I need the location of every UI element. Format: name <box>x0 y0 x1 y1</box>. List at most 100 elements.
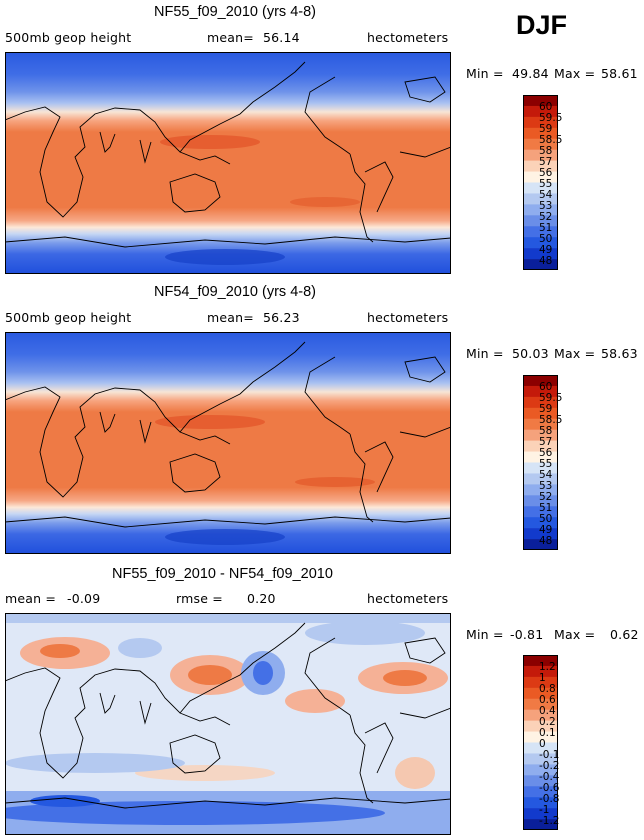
panel1-colorbar-label: 58 <box>539 145 553 157</box>
panel1-heatmap <box>5 52 451 274</box>
panel3-colorbar-swatch <box>523 742 558 754</box>
panel1-colorbar-swatch <box>523 237 558 249</box>
panel2-colorbar-label: 55 <box>539 458 553 470</box>
panel1-colorbar-swatch <box>523 215 558 227</box>
panel1-colorbar-swatch <box>523 171 558 183</box>
panel3-colorbar-swatch <box>523 720 558 732</box>
panel2-mean-value: 56.23 <box>263 310 300 325</box>
panel1-colorbar-label: 49 <box>539 244 553 256</box>
panel3-colorbar-label: 0.6 <box>539 694 556 706</box>
panel3-rmse-value: 0.20 <box>247 591 276 606</box>
panel2-colorbar-label: 58 <box>539 425 553 437</box>
panel2-colorbar-swatch <box>523 528 558 540</box>
panel2-mean-label: mean= <box>207 310 254 325</box>
panel2-coastlines <box>5 341 451 528</box>
panel3-colorbar-swatch <box>523 786 558 798</box>
panel1-max-label: Max = <box>554 66 596 81</box>
panel2-colorbar-swatch <box>523 396 558 409</box>
panel3-anomaly <box>40 644 80 658</box>
panel3-colorbar-label: -0.2 <box>539 760 560 772</box>
panel1-colorbar-swatch <box>523 149 558 161</box>
panel1-colorbar-label: 48 <box>539 255 553 267</box>
panel1-units: hectometers <box>367 30 449 45</box>
panel3-min-label: Min = <box>466 627 504 642</box>
panel3-max-label: Max = <box>554 627 596 642</box>
panel1-colorbar-swatch <box>523 116 558 129</box>
panel1-colorbar-label: 60 <box>539 101 553 113</box>
panel2-colorbar-swatch <box>523 484 558 496</box>
panel2-colorbar-swatch <box>523 375 558 387</box>
panel1-mean-label: mean= <box>207 30 254 45</box>
panel1-colorbar-swatch <box>523 226 558 238</box>
panel3-anomaly <box>305 621 425 645</box>
panel2-units: hectometers <box>367 310 449 325</box>
panel2-colorbar-label: 52 <box>539 491 553 503</box>
panel2-colorbar-label: 56 <box>539 447 553 459</box>
panel1-min-value: 49.84 <box>512 66 549 81</box>
panel2-colorbar-swatch <box>523 539 558 550</box>
panel1-field: 500mb geop height <box>5 30 132 45</box>
panel3-colorbar-label: -0.8 <box>539 793 560 805</box>
panel1-high-core-2 <box>290 197 360 207</box>
panel3-anomaly <box>5 801 385 825</box>
panel3-colorbar-swatch <box>523 709 558 721</box>
panel1-colorbar-swatch <box>523 193 558 205</box>
panel2-max-label: Max = <box>554 346 596 361</box>
panel3-anomaly <box>118 638 162 658</box>
panel1-colorbar-swatch <box>523 182 558 194</box>
panel2-polar-low <box>165 529 285 545</box>
panel1-colorbar-swatch <box>523 160 558 172</box>
panel1-coastlines <box>5 61 451 248</box>
panel1-max-value: 58.61 <box>601 66 638 81</box>
panel2-field: 500mb geop height <box>5 310 132 325</box>
panel3-colorbar-swatch <box>523 698 558 710</box>
panel3-colorbar-swatch <box>523 753 558 765</box>
panel3-colorbar-label: -1 <box>539 804 550 816</box>
panel1-mean-value: 56.14 <box>263 30 300 45</box>
panel1-title: NF55_f09_2010 (yrs 4-8) <box>154 4 316 20</box>
panel1-colorbar-label: 57 <box>539 156 553 168</box>
panel2-colorbar-label: 49 <box>539 524 553 536</box>
panel1-colorbar-swatch <box>523 248 558 260</box>
panel1-polar-low <box>165 249 285 265</box>
panel3-colorbar-label: 0 <box>539 738 546 750</box>
panel2-colorbar-label: 57 <box>539 436 553 448</box>
panel2-colorbar-label: 54 <box>539 469 553 481</box>
panel2-heatmap <box>5 332 451 554</box>
panel1-colorbar-swatch <box>523 259 558 270</box>
panel2-high-core <box>155 415 265 429</box>
panel3-heatmap <box>5 613 451 835</box>
panel2-colorbar-label: 53 <box>539 480 553 492</box>
panel3-colorbar-label: 0.2 <box>539 716 556 728</box>
panel2-colorbar-swatch <box>523 517 558 529</box>
panel1-colorbar-swatch <box>523 95 558 107</box>
panel2-colorbar-label: 48 <box>539 535 553 547</box>
panel1-colorbar-label: 51 <box>539 222 553 234</box>
panel2-title: NF54_f09_2010 (yrs 4-8) <box>154 284 316 300</box>
panel2-colorbar-label: 50 <box>539 513 553 525</box>
panel3-colorbar-swatch <box>523 687 558 700</box>
panel3-anomaly <box>253 661 273 685</box>
panel2-max-value: 58.63 <box>601 346 638 361</box>
panel1-colorbar-swatches <box>523 95 558 270</box>
panel3-colorbar-swatch <box>523 775 558 787</box>
panel3-colorbar-frame <box>523 655 558 830</box>
panel3-colorbar-label: -0.4 <box>539 771 560 783</box>
panel1-colorbar-label: 52 <box>539 211 553 223</box>
panel3-colorbar-label: 1.2 <box>539 661 556 673</box>
panel3-max-value: 0.62 <box>610 627 639 642</box>
panel3-colorbar-label: 0.4 <box>539 705 556 717</box>
panel3-anomaly <box>188 665 232 685</box>
panel3-colorbar-swatches <box>523 655 558 830</box>
panel3-colorbar-label: -0.6 <box>539 782 560 794</box>
panel3-coastlines <box>5 622 451 809</box>
panel1-colorbar-frame <box>523 95 558 270</box>
panel3-colorbar-swatch <box>523 731 558 743</box>
panel2-colorbar-swatch <box>523 440 558 452</box>
panel3-colorbar-label: -1.2 <box>539 815 560 827</box>
panel3-anomaly <box>5 613 451 623</box>
panel1-colorbar-swatch <box>523 204 558 216</box>
panel2-colorbar-swatch <box>523 495 558 507</box>
panel3-anomaly <box>30 795 100 807</box>
panel3-colorbar-swatch <box>523 665 558 678</box>
